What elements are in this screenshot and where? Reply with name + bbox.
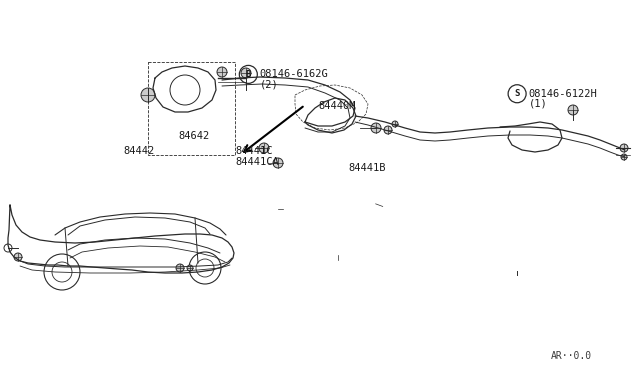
Circle shape (620, 144, 628, 152)
Circle shape (187, 265, 193, 271)
Text: (2): (2) (260, 79, 278, 89)
Text: 84440M: 84440M (318, 101, 356, 111)
Text: AR··0.0: AR··0.0 (550, 352, 591, 361)
Circle shape (568, 105, 578, 115)
Circle shape (141, 88, 155, 102)
Text: 84441C: 84441C (236, 147, 273, 156)
Circle shape (621, 154, 627, 160)
Circle shape (259, 143, 269, 153)
Text: S: S (515, 89, 520, 98)
Circle shape (384, 126, 392, 134)
Circle shape (392, 121, 398, 127)
Circle shape (14, 253, 22, 261)
Circle shape (176, 264, 184, 272)
Text: 08146-6162G: 08146-6162G (260, 70, 328, 79)
Text: 84442: 84442 (123, 146, 154, 155)
Text: (1): (1) (529, 99, 547, 108)
Circle shape (273, 158, 283, 168)
Circle shape (241, 68, 251, 78)
Text: 84441B: 84441B (349, 163, 387, 173)
Text: 84441CA: 84441CA (236, 157, 279, 167)
Text: B: B (246, 70, 251, 79)
Circle shape (371, 123, 381, 133)
Circle shape (217, 67, 227, 77)
Text: 84642: 84642 (178, 131, 209, 141)
Text: 08146-6122H: 08146-6122H (529, 89, 597, 99)
